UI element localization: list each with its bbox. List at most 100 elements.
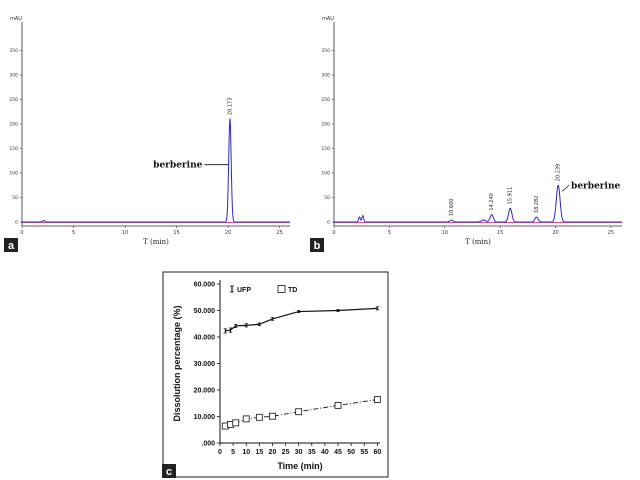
x-tick-label: 10: [242, 449, 250, 456]
legend-marker-ufp: [230, 285, 234, 293]
y-tick-label: 250: [9, 97, 18, 103]
data-point-ufp: [244, 323, 248, 328]
compound-label: berberine: [571, 181, 620, 191]
data-point-td: [232, 419, 240, 427]
data-point-ufp: [228, 327, 233, 333]
compound-label: berberine: [153, 161, 202, 171]
data-point-td: [255, 413, 263, 421]
x-tick-label: 40: [321, 449, 329, 456]
y-tick-label: 200: [9, 122, 18, 128]
peak-labels: 20.173: [227, 98, 233, 116]
x-tick-label: 10: [442, 230, 448, 236]
legend-label-td: TD: [288, 287, 297, 294]
data-point-td: [242, 415, 250, 423]
panel-tag-box: [4, 238, 18, 252]
y-tick-label: 20.000: [194, 388, 216, 395]
x-tick-label: 0: [332, 230, 335, 236]
x-tick-label: 5: [388, 230, 391, 236]
y-tick-label: 30.000: [194, 361, 216, 368]
y-tick-label: 250: [321, 97, 330, 103]
y-tick-label: 60.000: [194, 282, 216, 289]
x-tick-label: 10: [122, 230, 128, 236]
data-point-td: [373, 396, 381, 403]
data-point-ufp: [336, 309, 340, 312]
peak-label: 10.600: [449, 199, 455, 217]
x-tick-label: 15: [497, 230, 503, 236]
data-point-ufp: [270, 317, 275, 321]
peak-label: 14.240: [489, 193, 495, 211]
y-tick-label: 100: [9, 171, 18, 177]
legend: UFP TD: [230, 285, 297, 294]
x-tick-label: 5: [72, 230, 75, 236]
peak-label: 20.239: [556, 164, 562, 182]
y-tick-label: 0: [15, 220, 18, 226]
data-point-ufp: [257, 322, 261, 327]
y-axis-label: Dissolution percentage (%): [172, 305, 182, 421]
y-tick-label: 300: [9, 73, 18, 79]
panel-tag-box: [162, 464, 176, 478]
annotations: berberine: [153, 161, 229, 171]
y-tick-label: 50: [324, 195, 330, 201]
x-tick-label: 25: [282, 449, 290, 456]
peak-label: 18.282: [534, 196, 540, 214]
x-tick-label: 45: [334, 449, 342, 456]
x-tick-label: 60: [373, 449, 381, 456]
y-tick-label: 300: [321, 73, 330, 79]
panel-tag: c: [166, 466, 172, 478]
x-tick-label: 20: [225, 230, 231, 236]
y-tick-label: 40.000: [194, 335, 216, 342]
x-tick-label: 20: [552, 230, 558, 236]
x-tick-label: 25: [608, 230, 614, 236]
x-tick-label: 5: [231, 449, 235, 456]
tick-labels: 0 5 10 15 20 25 30 35 40 45 50 55 60.00010.00020.000…: [194, 282, 382, 457]
peak-label: 20.173: [227, 98, 233, 116]
x-tick-label: 15: [173, 230, 179, 236]
panel-tag: b: [314, 240, 321, 252]
data-point-ufp: [297, 310, 301, 314]
data-point-ufp: [375, 306, 379, 311]
annotations: berberine: [561, 181, 621, 192]
dissolution-chart-c: 0 5 10 15 20 25 30 35 40 45 50 55 60.00010.00020.000…: [162, 271, 389, 478]
data-point-ufp: [223, 328, 227, 334]
chromatogram-a: mAU T (min) 0 5 10 15 20 25050100150200250300…: [4, 16, 290, 252]
y-tick-label: 50.000: [194, 308, 216, 315]
legend-marker-td: [277, 285, 286, 293]
x-tick-label: 15: [255, 449, 263, 456]
data-point-ufp: [234, 323, 238, 328]
y-unit-label: mAU: [10, 16, 22, 22]
y-tick-label: 350: [321, 48, 330, 54]
data-point-td: [295, 408, 303, 416]
annotation-leader: [561, 184, 570, 192]
data-point-td: [334, 401, 342, 409]
peak-labels: 10.600 14.240 15.911 18.282 20.239: [449, 164, 562, 216]
series: [221, 306, 381, 430]
chromatogram-b: mAU T (min) 0 5 10 15 20 25050100150200250300…: [310, 16, 622, 252]
peak-label: 15.911: [508, 187, 514, 205]
y-tick-label: 0: [327, 220, 330, 226]
x-axis-label: T (min): [465, 238, 491, 246]
signal-trace: [334, 184, 622, 223]
y-unit-label: mAU: [322, 16, 334, 22]
y-tick-label: 10.000: [194, 414, 216, 421]
x-tick-label: 30: [295, 449, 303, 456]
data-point-td: [269, 412, 276, 420]
x-tick-label: 20: [269, 449, 277, 456]
x-tick-label: 0: [20, 230, 23, 236]
y-tick-label: .000: [201, 441, 215, 448]
x-tick-label: 55: [360, 449, 368, 456]
y-tick-label: 150: [321, 146, 330, 152]
y-tick-label: 100: [321, 171, 330, 177]
legend-label-ufp: UFP: [237, 287, 251, 294]
y-tick-label: 50: [12, 195, 18, 201]
chart-frame: [162, 271, 389, 478]
x-tick-label: 0: [218, 449, 222, 456]
y-tick-label: 350: [9, 48, 18, 54]
y-tick-label: 200: [321, 122, 330, 128]
panel-tag: a: [8, 240, 15, 252]
signal-trace: [22, 117, 290, 223]
y-tick-label: 150: [9, 146, 18, 152]
x-axis-label: T (min): [143, 238, 169, 246]
